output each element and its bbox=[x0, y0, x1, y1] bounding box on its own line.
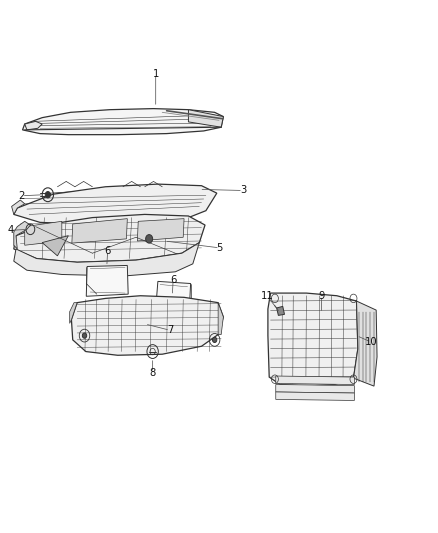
Polygon shape bbox=[14, 184, 217, 224]
Polygon shape bbox=[72, 219, 127, 243]
Text: 1: 1 bbox=[152, 69, 159, 78]
Polygon shape bbox=[86, 265, 128, 296]
Polygon shape bbox=[353, 301, 377, 386]
Polygon shape bbox=[155, 281, 191, 310]
Polygon shape bbox=[138, 219, 184, 241]
Polygon shape bbox=[14, 221, 30, 249]
Text: 8: 8 bbox=[149, 368, 156, 378]
Text: 2: 2 bbox=[18, 191, 25, 201]
Polygon shape bbox=[22, 109, 223, 135]
Text: 6: 6 bbox=[105, 246, 111, 255]
Polygon shape bbox=[42, 236, 68, 256]
Polygon shape bbox=[277, 306, 285, 316]
Polygon shape bbox=[25, 122, 42, 130]
Bar bbox=[50, 191, 81, 208]
Bar bbox=[286, 314, 306, 337]
Polygon shape bbox=[14, 243, 199, 276]
Polygon shape bbox=[315, 310, 323, 319]
Bar bbox=[284, 313, 307, 338]
Polygon shape bbox=[71, 296, 223, 356]
Polygon shape bbox=[14, 214, 205, 262]
Polygon shape bbox=[70, 303, 77, 324]
Polygon shape bbox=[276, 376, 354, 384]
Text: 6: 6 bbox=[170, 275, 177, 285]
Bar bbox=[134, 189, 164, 204]
Polygon shape bbox=[276, 384, 354, 393]
Text: 11: 11 bbox=[261, 290, 273, 301]
Text: 9: 9 bbox=[318, 290, 325, 301]
Polygon shape bbox=[268, 293, 358, 386]
Circle shape bbox=[82, 333, 87, 338]
Circle shape bbox=[146, 235, 152, 243]
Text: 5: 5 bbox=[217, 243, 223, 253]
Polygon shape bbox=[276, 392, 354, 400]
Text: 3: 3 bbox=[240, 185, 246, 196]
Text: 10: 10 bbox=[364, 337, 377, 347]
Text: 4: 4 bbox=[7, 225, 14, 236]
Polygon shape bbox=[12, 200, 25, 214]
Polygon shape bbox=[188, 110, 223, 127]
Polygon shape bbox=[25, 221, 62, 245]
Polygon shape bbox=[218, 303, 223, 335]
Bar bbox=[89, 188, 125, 205]
Circle shape bbox=[212, 337, 217, 343]
Text: 7: 7 bbox=[167, 325, 173, 335]
Circle shape bbox=[45, 191, 50, 198]
